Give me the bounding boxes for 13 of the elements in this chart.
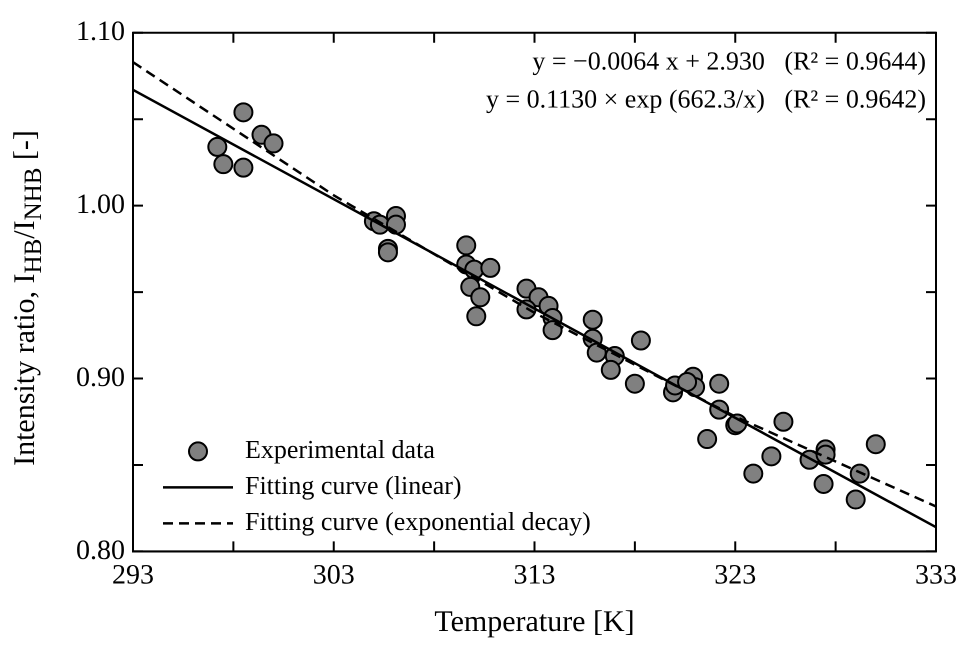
x-tick-label: 323	[714, 560, 756, 591]
x-axis-title: Temperature [K]	[434, 604, 635, 638]
legend-label: Fitting curve (linear)	[245, 471, 462, 500]
annotation: y = 0.1130 × exp (662.3/x) (R² = 0.9642)	[486, 84, 926, 114]
legend-label: Experimental data	[245, 435, 436, 464]
y-tick-label: 1.10	[76, 16, 125, 48]
x-tick-label: 333	[915, 560, 957, 591]
annotation: y = −0.0064 x + 2.930 (R² = 0.9644)	[532, 46, 926, 76]
legend-label: Fitting curve (exponential decay)	[245, 507, 591, 536]
y-tick-label: 1.00	[76, 189, 125, 220]
x-tick-label: 303	[312, 560, 355, 591]
x-tick-label: 313	[514, 560, 556, 591]
y-tick-label: 0.90	[76, 362, 125, 393]
